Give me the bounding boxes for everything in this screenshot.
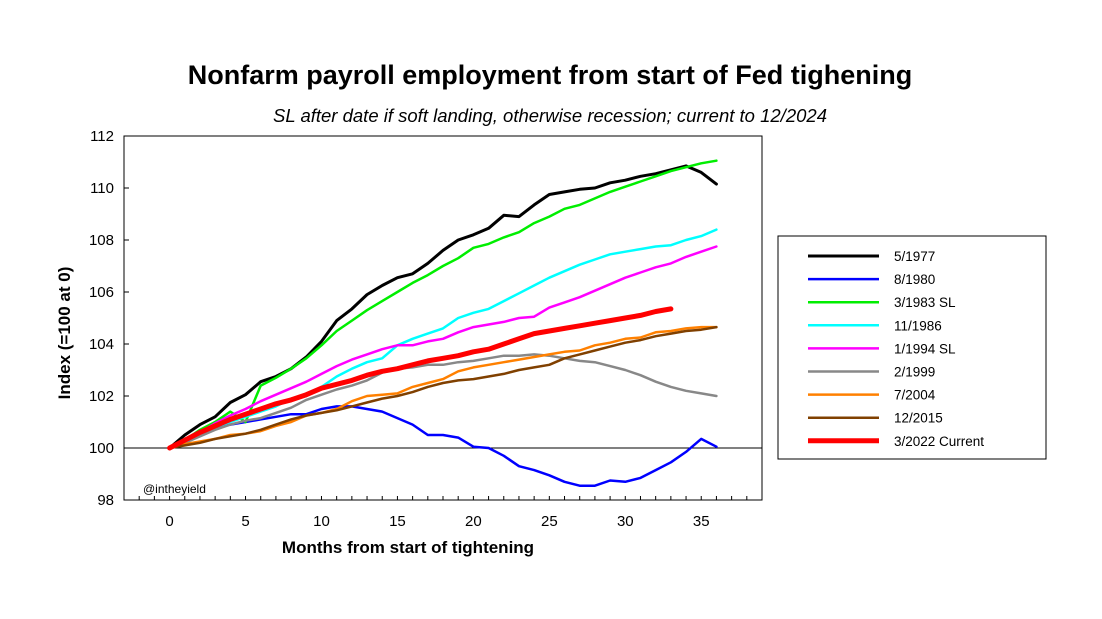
y-tick-label: 112 — [90, 128, 114, 145]
x-tick-label: 10 — [313, 513, 330, 530]
y-axis: 98 100 102 104 106 108 110 112 — [89, 128, 129, 509]
legend-label: 3/1983 SL — [894, 295, 956, 310]
x-tick-label: 5 — [241, 513, 249, 530]
x-tick-label: 15 — [389, 513, 406, 530]
series-line-7-2004 — [168, 325, 718, 450]
chart-subtitle: SL after date if soft landing, otherwise… — [273, 105, 827, 126]
y-tick-label: 98 — [97, 492, 114, 509]
y-tick-label: 104 — [89, 336, 114, 353]
x-tick-label: 30 — [617, 513, 634, 530]
series-line-2-1999 — [168, 353, 718, 450]
series-line-3-2022-current — [167, 306, 674, 451]
x-tick-label: 35 — [693, 513, 710, 530]
legend-label: 7/2004 — [894, 388, 936, 403]
credit-label: @intheyield — [143, 482, 206, 496]
plot-border — [123, 135, 763, 501]
legend-label: 11/1986 — [894, 318, 942, 333]
series-line-5-1977 — [168, 164, 718, 450]
plot-area — [123, 135, 763, 501]
x-tick-label: 0 — [165, 513, 173, 530]
series-line-8-1980 — [168, 405, 718, 487]
legend-label: 1/1994 SL — [894, 341, 956, 356]
legend-label: 8/1980 — [894, 272, 935, 287]
y-tick-label: 100 — [89, 440, 114, 457]
x-axis: 0 5 10 15 20 25 30 35 — [138, 496, 748, 530]
series-line-1-1994-sl — [168, 245, 718, 450]
y-tick-label: 108 — [89, 232, 114, 249]
series-line-3-1983-sl — [168, 159, 718, 450]
legend-label: 5/1977 — [894, 249, 935, 264]
series-line-12-2015 — [168, 325, 718, 450]
x-tick-label: 20 — [465, 513, 482, 530]
y-axis-label: Index (=100 at 0) — [55, 267, 74, 400]
y-tick-label: 110 — [90, 180, 114, 197]
legend-label: 2/1999 — [894, 365, 935, 380]
legend-label: 12/2015 — [894, 411, 943, 426]
y-tick-label: 102 — [89, 388, 114, 405]
legend: 5/1977 8/1980 3/1983 SL 11/1986 1/1994 SL 2/1… — [777, 235, 1047, 460]
legend-label: 3/2022 Current — [894, 434, 984, 449]
y-tick-label: 106 — [89, 284, 114, 301]
x-axis-label: Months from start of tightening — [282, 538, 534, 557]
x-tick-label: 25 — [541, 513, 558, 530]
chart-title: Nonfarm payroll employment from start of… — [188, 60, 913, 90]
series-lines — [167, 159, 718, 487]
